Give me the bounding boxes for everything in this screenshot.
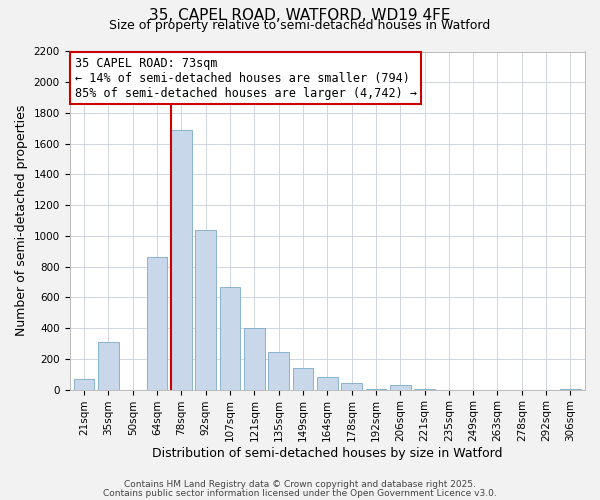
Bar xyxy=(147,258,167,390)
Text: Contains public sector information licensed under the Open Government Licence v3: Contains public sector information licen… xyxy=(103,488,497,498)
Bar xyxy=(317,378,338,390)
Bar xyxy=(560,389,581,390)
Bar xyxy=(414,389,435,390)
Bar xyxy=(390,386,410,390)
Bar xyxy=(196,230,216,390)
Bar xyxy=(220,286,241,390)
Text: 35, CAPEL ROAD, WATFORD, WD19 4FE: 35, CAPEL ROAD, WATFORD, WD19 4FE xyxy=(149,8,451,22)
Bar xyxy=(74,379,94,390)
Bar xyxy=(171,130,192,390)
Text: Size of property relative to semi-detached houses in Watford: Size of property relative to semi-detach… xyxy=(109,18,491,32)
Bar xyxy=(341,384,362,390)
Bar xyxy=(244,328,265,390)
Bar xyxy=(293,368,313,390)
Text: 35 CAPEL ROAD: 73sqm
← 14% of semi-detached houses are smaller (794)
85% of semi: 35 CAPEL ROAD: 73sqm ← 14% of semi-detac… xyxy=(74,56,416,100)
Bar xyxy=(98,342,119,390)
Bar xyxy=(268,352,289,390)
X-axis label: Distribution of semi-detached houses by size in Watford: Distribution of semi-detached houses by … xyxy=(152,447,503,460)
Text: Contains HM Land Registry data © Crown copyright and database right 2025.: Contains HM Land Registry data © Crown c… xyxy=(124,480,476,489)
Y-axis label: Number of semi-detached properties: Number of semi-detached properties xyxy=(15,105,28,336)
Bar xyxy=(365,389,386,390)
